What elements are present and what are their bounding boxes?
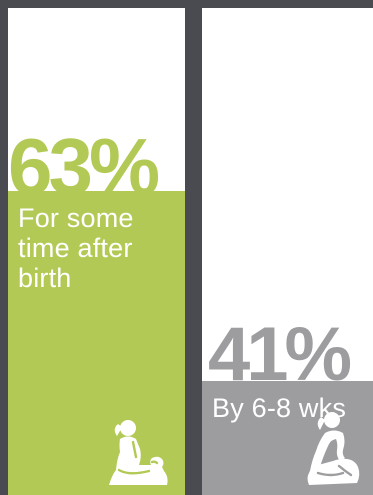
bar-panel-2: By 6-8 wks 41% — [202, 8, 373, 495]
breastfeeding-mother-icon — [109, 420, 168, 485]
bar-caption-6-8-weeks: By 6-8 wks — [212, 393, 347, 424]
bar-after-birth: For some time after birth — [8, 190, 185, 495]
value-label-63: 63% — [8, 121, 160, 211]
bar-6-8-weeks: By 6-8 wks — [202, 381, 373, 495]
bar-panel-1: For some time after birth 63% — [8, 8, 185, 495]
breastfeeding-mother-icon — [307, 412, 360, 485]
bar-caption-after-birth: For some time after birth — [18, 202, 134, 293]
value-label-41: 41% — [208, 312, 352, 398]
